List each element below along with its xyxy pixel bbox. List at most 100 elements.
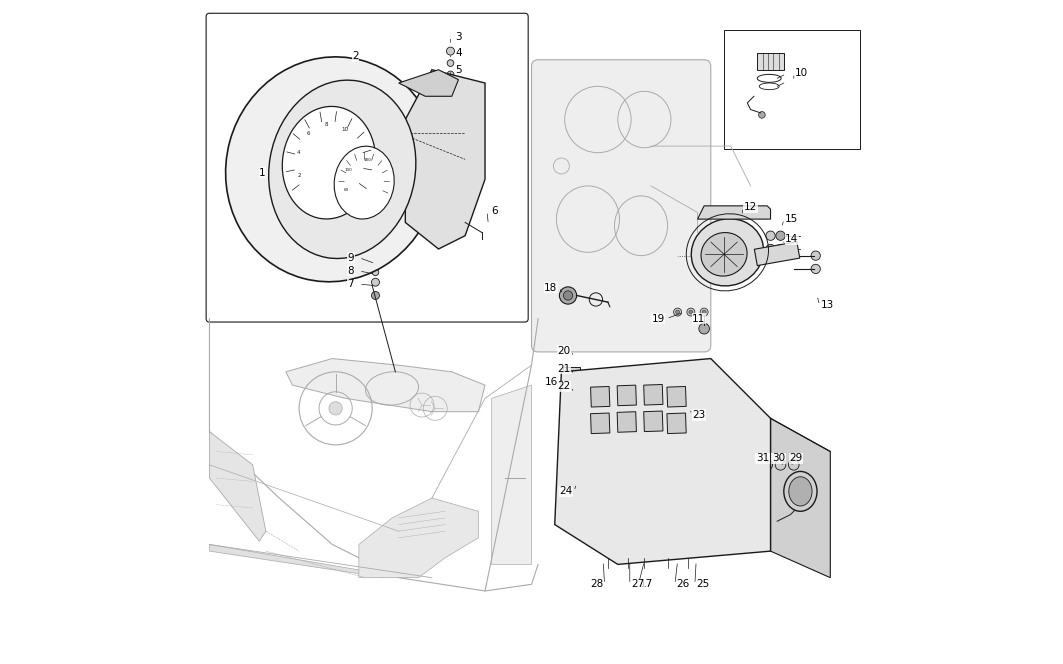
- Text: 12: 12: [744, 202, 757, 212]
- Circle shape: [470, 123, 476, 129]
- Ellipse shape: [789, 477, 812, 506]
- Text: 6: 6: [307, 131, 310, 135]
- Circle shape: [703, 310, 706, 314]
- Text: 23: 23: [692, 410, 706, 420]
- Text: 11: 11: [692, 313, 706, 324]
- Text: 7: 7: [348, 279, 354, 290]
- Text: 60: 60: [344, 189, 350, 193]
- Polygon shape: [209, 544, 386, 578]
- Ellipse shape: [334, 146, 394, 219]
- Text: 22: 22: [557, 381, 571, 392]
- Text: 18: 18: [544, 282, 557, 293]
- Circle shape: [372, 259, 378, 266]
- Text: 31: 31: [756, 453, 770, 463]
- Bar: [618, 412, 637, 432]
- Ellipse shape: [691, 218, 763, 286]
- Circle shape: [811, 251, 821, 260]
- Text: 10: 10: [341, 127, 349, 132]
- Circle shape: [360, 179, 368, 186]
- Circle shape: [617, 444, 645, 473]
- FancyBboxPatch shape: [532, 60, 711, 352]
- Bar: [667, 413, 687, 434]
- Circle shape: [563, 291, 573, 300]
- Circle shape: [448, 60, 454, 66]
- Text: 17: 17: [640, 579, 653, 590]
- Polygon shape: [492, 385, 532, 564]
- Bar: [618, 385, 637, 406]
- Circle shape: [811, 264, 821, 274]
- Circle shape: [674, 308, 681, 316]
- Text: 2: 2: [352, 51, 359, 62]
- Text: 100: 100: [345, 167, 353, 172]
- FancyBboxPatch shape: [206, 13, 528, 322]
- Ellipse shape: [225, 57, 439, 282]
- Circle shape: [323, 157, 334, 168]
- Text: 4: 4: [297, 150, 300, 155]
- Circle shape: [766, 244, 775, 254]
- Bar: [563, 367, 580, 388]
- Text: 21: 21: [557, 363, 571, 374]
- Circle shape: [766, 231, 775, 240]
- Text: 9: 9: [348, 252, 354, 263]
- Circle shape: [592, 446, 610, 463]
- Text: 26: 26: [676, 579, 690, 590]
- Ellipse shape: [783, 471, 817, 511]
- Circle shape: [679, 453, 696, 470]
- Circle shape: [676, 310, 679, 314]
- Bar: [755, 242, 799, 266]
- Text: 3: 3: [455, 31, 461, 42]
- Circle shape: [789, 459, 799, 470]
- Polygon shape: [405, 70, 485, 249]
- Circle shape: [448, 81, 454, 88]
- Text: 6: 6: [492, 206, 499, 216]
- Text: 30: 30: [772, 453, 786, 463]
- Bar: [667, 386, 687, 407]
- Text: 29: 29: [789, 453, 803, 463]
- Circle shape: [762, 459, 773, 470]
- Polygon shape: [209, 432, 266, 541]
- Text: 14: 14: [786, 234, 798, 244]
- Text: 15: 15: [786, 214, 798, 224]
- Text: 180: 180: [364, 159, 371, 163]
- Polygon shape: [286, 359, 485, 412]
- Circle shape: [371, 278, 379, 286]
- Circle shape: [448, 71, 454, 78]
- Bar: [591, 413, 610, 434]
- Text: 16: 16: [545, 376, 558, 387]
- Circle shape: [623, 450, 640, 467]
- Text: 20: 20: [557, 345, 571, 356]
- Polygon shape: [697, 206, 771, 219]
- Polygon shape: [771, 418, 830, 578]
- Circle shape: [673, 447, 703, 476]
- Text: 8: 8: [324, 122, 328, 127]
- Ellipse shape: [283, 106, 375, 219]
- Circle shape: [328, 402, 342, 415]
- Circle shape: [559, 287, 576, 304]
- Text: 27: 27: [631, 579, 644, 590]
- Bar: [591, 386, 610, 407]
- Circle shape: [776, 231, 786, 240]
- Circle shape: [689, 310, 693, 314]
- Text: 4: 4: [455, 48, 461, 58]
- Ellipse shape: [701, 232, 747, 276]
- Circle shape: [372, 269, 378, 276]
- Text: 2: 2: [298, 173, 301, 179]
- FancyBboxPatch shape: [724, 30, 860, 149]
- Text: 28: 28: [590, 579, 603, 590]
- Circle shape: [759, 112, 765, 118]
- Bar: [644, 411, 663, 432]
- Circle shape: [775, 459, 786, 470]
- Circle shape: [701, 308, 708, 316]
- Text: 1: 1: [259, 167, 266, 178]
- Polygon shape: [555, 359, 771, 564]
- Text: 8: 8: [348, 266, 354, 276]
- Circle shape: [646, 445, 676, 474]
- Circle shape: [687, 308, 695, 316]
- Text: 13: 13: [821, 300, 834, 311]
- Circle shape: [446, 47, 455, 55]
- Bar: [757, 53, 783, 70]
- Circle shape: [587, 440, 615, 469]
- Text: 5: 5: [455, 64, 461, 75]
- Polygon shape: [359, 498, 478, 578]
- Circle shape: [776, 244, 786, 254]
